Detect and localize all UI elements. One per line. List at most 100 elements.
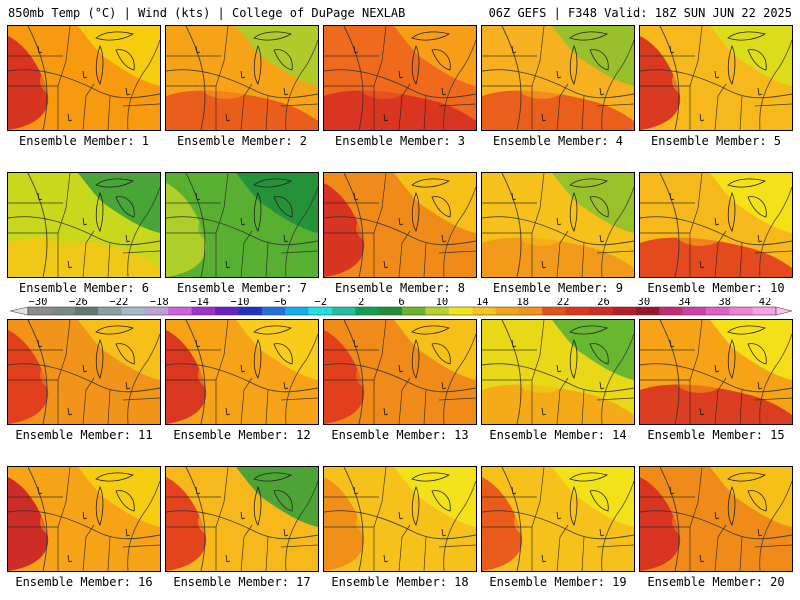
temperature-field-map [482, 320, 634, 424]
colorbar-segment [635, 307, 660, 315]
colorbar-segment [448, 307, 473, 315]
colorbar-tick-label: 10 [436, 298, 449, 308]
ensemble-member-label: Ensemble Member: 4 [492, 134, 624, 148]
ensemble-member-label: Ensemble Member: 1 [18, 134, 150, 148]
ensemble-map-panel [481, 172, 635, 278]
ensemble-member-label: Ensemble Member: 15 [647, 428, 785, 442]
ensemble-map-panel [323, 172, 477, 278]
ensemble-map-panel [7, 466, 161, 572]
temperature-field-map [8, 26, 160, 130]
colorbar-segment [402, 307, 426, 315]
colorbar-segment [752, 307, 777, 315]
temperature-field-map [640, 320, 792, 424]
ensemble-member-label: Ensemble Member: 19 [489, 575, 627, 589]
ensemble-map-panel [165, 466, 319, 572]
colorbar-tick-label: −18 [150, 298, 169, 308]
colorbar-left-arrow [9, 306, 29, 316]
colorbar-tick-label: −30 [29, 298, 48, 308]
colorbar-segment [542, 307, 567, 315]
ensemble-map-panel [639, 25, 793, 131]
colorbar-segment [308, 307, 333, 315]
colorbar-segment [191, 307, 216, 315]
temperature-field-map [166, 467, 318, 571]
ensemble-member-label: Ensemble Member: 9 [492, 281, 624, 295]
ensemble-member-label: Ensemble Member: 11 [15, 428, 153, 442]
colorbar-tick-label: 14 [476, 298, 489, 308]
ensemble-map-panel [165, 172, 319, 278]
temperature-field-map [8, 173, 160, 277]
temperature-field-map [640, 467, 792, 571]
ensemble-map-panel [639, 319, 793, 425]
temperature-field-map [482, 467, 634, 571]
colorbar-segment [565, 307, 590, 315]
colorbar-tick-label: 22 [557, 298, 570, 308]
temperature-field-map [324, 467, 476, 571]
colorbar-svg: −30 −26 −22 −18 −14 −10 −6 −2 2 6 10 14 18 22 26 30 34 38… [9, 298, 793, 316]
colorbar-tick-label: −26 [69, 298, 88, 308]
temperature-field-map [8, 320, 160, 424]
colorbar-segment [612, 307, 637, 315]
ensemble-member-label: Ensemble Member: 2 [176, 134, 308, 148]
colorbar-segment [261, 307, 286, 315]
ensemble-map-panel [639, 466, 793, 572]
temperature-field-map [640, 26, 792, 130]
temperature-field-map [166, 320, 318, 424]
ensemble-member-label: Ensemble Member: 7 [176, 281, 308, 295]
colorbar-segment [495, 307, 520, 315]
colorbar-segment [425, 307, 450, 315]
colorbar-tick-label: −10 [230, 298, 249, 308]
colorbar-segment [331, 307, 356, 315]
colorbar-segment [51, 307, 76, 315]
colorbar-tick-label: −14 [190, 298, 209, 308]
temperature-field-map [324, 320, 476, 424]
temperature-field-map [640, 173, 792, 277]
ensemble-map-panel [639, 172, 793, 278]
temperature-field-map [324, 173, 476, 277]
temperature-field-map [166, 26, 318, 130]
colorbar-segment [659, 307, 683, 315]
temperature-colorbar: −30 −26 −22 −18 −14 −10 −6 −2 2 6 10 14 18 22 26 30 34 38… [6, 298, 794, 320]
colorbar-tick-label: 42 [759, 298, 772, 308]
ensemble-member-label: Ensemble Member: 12 [173, 428, 311, 442]
ensemble-map-panel [323, 319, 477, 425]
temperature-field-map [324, 26, 476, 130]
run-info: 06Z GEFS | F348 Valid: 18Z SUN JUN 22 20… [488, 6, 792, 20]
colorbar-segment [589, 307, 613, 315]
colorbar-tick-label: −6 [274, 298, 287, 308]
ensemble-map-panel [7, 25, 161, 131]
colorbar-segment [472, 307, 496, 315]
ensemble-member-label: Ensemble Member: 17 [173, 575, 311, 589]
colorbar-tick-label: 26 [597, 298, 610, 308]
ensemble-map-panel [7, 319, 161, 425]
ensemble-member-label: Ensemble Member: 3 [334, 134, 466, 148]
ensemble-member-label: Ensemble Member: 20 [647, 575, 785, 589]
colorbar-segment [285, 307, 309, 315]
ensemble-map-panel [323, 25, 477, 131]
colorbar-segment [705, 307, 730, 315]
colorbar-segment [378, 307, 403, 315]
ensemble-map-panel [165, 319, 319, 425]
ensemble-member-label: Ensemble Member: 8 [334, 281, 466, 295]
colorbar-tick-label: 18 [516, 298, 529, 308]
colorbar-segment [98, 307, 122, 315]
colorbar-segment [144, 307, 169, 315]
colorbar-tick-label: 38 [718, 298, 731, 308]
temperature-field-map [8, 467, 160, 571]
ensemble-member-label: Ensemble Member: 5 [650, 134, 782, 148]
colorbar-tick-label: 34 [678, 298, 691, 308]
ensemble-map-panel [7, 172, 161, 278]
colorbar-tick-label: −2 [314, 298, 327, 308]
colorbar-tick-label: 30 [638, 298, 651, 308]
ensemble-map-panel [481, 319, 635, 425]
ensemble-member-label: Ensemble Member: 13 [331, 428, 469, 442]
temperature-field-map [482, 26, 634, 130]
temperature-field-map [482, 173, 634, 277]
ensemble-map-panel [481, 466, 635, 572]
colorbar-segment [74, 307, 99, 315]
colorbar-segment [215, 307, 239, 315]
colorbar-segment [238, 307, 263, 315]
ensemble-member-label: Ensemble Member: 6 [18, 281, 150, 295]
colorbar-segment [729, 307, 754, 315]
colorbar-right-arrow [775, 306, 793, 316]
colorbar-tick-label: 6 [398, 298, 404, 308]
